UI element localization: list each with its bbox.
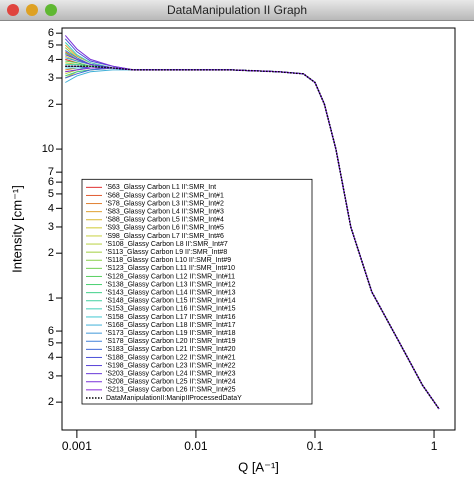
legend-label: 'S208_Glassy Carbon L25 II':SMR_Int#24 [106,379,236,386]
legend-label: DataManipulationII:ManipIIProcessedDataY [106,395,242,402]
close-button[interactable] [7,4,19,16]
legend-box [81,178,313,405]
y-tick-label: 10 [42,143,54,155]
legend-label: 'S203_Glassy Carbon L24 II':SMR_Int#23 [106,370,236,377]
y-tick-label: 7 [48,166,54,178]
legend-label: 'S168_Glassy Carbon L18 II':SMR_Int#17 [106,322,236,329]
y-tick-label: 5 [48,188,54,200]
legend-label: 'S118_Glassy Carbon L10 II':SMR_Int#9 [106,257,231,264]
legend-label: 'S128_Glassy Carbon L12 II':SMR_Int#11 [106,273,235,280]
y-tick-label: 2 [48,247,54,259]
x-tick-label: 0.01 [184,439,208,453]
plot-frame [61,27,456,431]
x-tick-label: 0.1 [307,439,324,453]
y-tick-label: 3 [48,221,54,233]
y-tick-label: 4 [48,202,54,214]
legend-label: 'S183_Glassy Carbon L21 II':SMR_Int#20 [106,346,236,353]
legend-label: 'S113_Glassy Carbon L9 II':SMR_Int#8 [106,249,227,256]
legend-label: 'S83_Glassy Carbon L4 II':SMR_Int#3 [106,208,224,215]
legend-label: 'S123_Glassy Carbon L11 II':SMR_Int#10 [106,265,235,272]
legend-label: 'S188_Glassy Carbon L22 II':SMR_Int#21 [106,354,236,361]
y-tick-label: 5 [48,39,54,51]
legend-label: 'S88_Glassy Carbon L5 II':SMR_Int#4 [106,217,224,224]
legend-label: 'S78_Glassy Carbon L3 II':SMR_Int#2 [106,200,224,207]
y-tick-label: 1 [48,292,54,304]
y-tick-label: 6 [48,325,54,337]
legend-label: 'S98_Glassy Carbon L7 II':SMR_Int#6 [106,233,224,240]
y-tick-label: 6 [48,176,54,188]
y-tick-label: 3 [48,370,54,382]
y-tick-label: 4 [48,351,54,363]
legend-label: 'S138_Glassy Carbon L13 II':SMR_Int#12 [106,281,236,288]
zoom-button[interactable] [45,4,57,16]
y-tick-label: 5 [48,337,54,349]
y-tick-label: 3 [48,72,54,84]
y-tick-label: 2 [48,396,54,408]
window-title: DataManipulation II Graph [166,3,308,17]
legend-label: 'S63_Glassy Carbon L1 II':SMR_Int [106,184,216,191]
legend-label: 'S148_Glassy Carbon L15 II':SMR_Int#14 [106,298,236,305]
legend-label: 'S158_Glassy Carbon L17 II':SMR_Int#16 [106,314,236,321]
x-tick-label: 1 [431,439,438,453]
legend-label: 'S153_Glassy Carbon L16 II':SMR_Int#15 [106,306,236,313]
y-tick-label: 6 [48,27,54,39]
x-axis-label: Q [A⁻¹] [238,459,279,474]
legend-label: 'S108_Glassy Carbon L8 II':SMR_Int#7 [106,241,228,248]
legend-label: 'S93_Glassy Carbon L6 II':SMR_Int#5 [106,225,224,232]
y-axis-label: Intensity [cm⁻¹] [9,185,24,273]
minimize-button[interactable] [26,4,38,16]
legend-label: 'S213_Glassy Carbon L26 II':SMR_Int#25 [106,387,236,394]
legend-label: 'S173_Glassy Carbon L19 II':SMR_Int#18 [106,330,236,337]
y-tick-label: 4 [48,53,54,65]
legend-label: 'S143_Glassy Carbon L14 II':SMR_Int#13 [106,289,236,296]
legend-label: 'S68_Glassy Carbon L2 II':SMR_Int#1 [106,192,224,199]
legend-label: 'S178_Glassy Carbon L20 II':SMR_Int#19 [106,338,236,345]
y-tick-label: 2 [48,98,54,110]
title-bar: DataManipulation II Graph [0,0,474,21]
x-tick-label: 0.001 [62,439,92,453]
legend-label: 'S198_Glassy Carbon L23 II':SMR_Int#22 [106,362,236,369]
series-line [65,65,440,410]
